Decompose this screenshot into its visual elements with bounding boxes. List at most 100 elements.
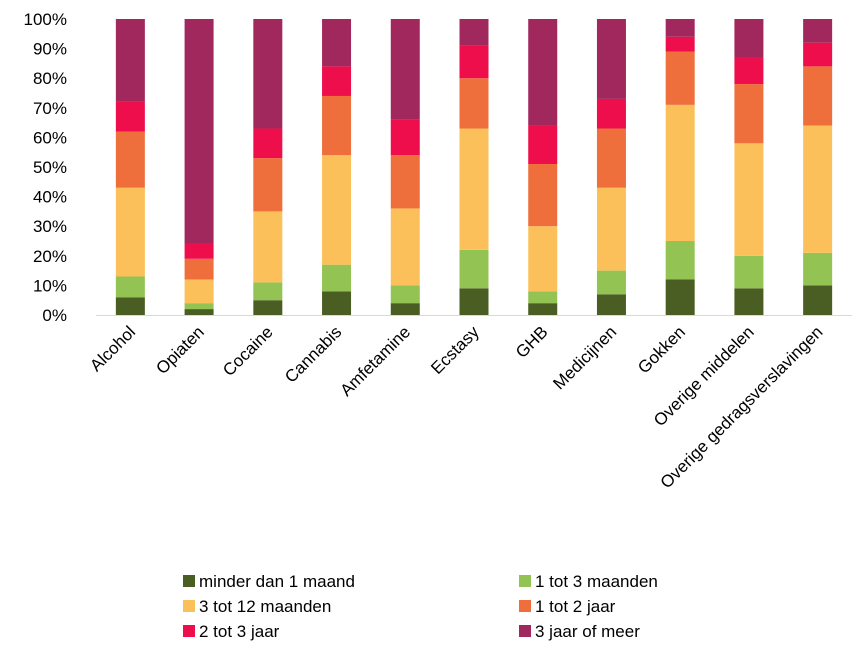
bar-segment [322,264,352,292]
bar-stack-8 [665,19,695,315]
bar-segment [734,57,764,85]
y-tick-label: 60% [33,128,67,147]
bar-stack-6 [528,19,558,315]
bar-segment [390,119,420,156]
y-tick-label: 40% [33,188,67,207]
x-tick-label: Gokken [634,322,689,377]
x-tick-label: Cannabis [281,322,345,386]
x-tick-label: Cocaine [219,322,277,380]
bar-segment [665,279,695,315]
plot-area [115,19,833,315]
bar-segment [390,285,420,304]
y-tick-label: 100% [24,10,67,29]
bar-segment [253,128,283,159]
bar-segment [253,282,283,301]
bar-segment [596,98,626,129]
bar-segment [803,285,833,315]
legend: minder dan 1 maand 1 tot 3 maanden 3 tot 1… [183,572,658,641]
bar-segment [459,19,489,46]
bar-segment [253,19,283,129]
y-tick-label: 50% [33,158,67,177]
bar-segment [528,291,558,304]
bar-segment [184,279,214,304]
legend-label: 3 tot 12 maanden [199,597,331,616]
x-tick-label: GHB [512,322,551,361]
bar-stack-1 [184,19,214,315]
bar-segment [596,19,626,99]
bar-segment [184,309,214,315]
bar-segment [115,276,145,298]
y-tick-label: 80% [33,69,67,88]
bar-segment [528,303,558,315]
bar-segment [390,155,420,209]
bar-segment [803,125,833,253]
y-tick-label: 30% [33,217,67,236]
x-tick-label: Alcohol [86,322,139,375]
bar-segment [322,19,352,67]
bar-segment [115,131,145,188]
bar-segment [528,226,558,292]
bar-stack-3 [322,19,352,315]
bar-segment [734,19,764,58]
bar-segment [665,19,695,37]
bar-segment [528,19,558,126]
legend-swatch [183,575,195,587]
bar-stack-2 [253,19,283,315]
y-tick-label: 20% [33,247,67,266]
bar-segment [390,19,420,120]
bar-segment [322,155,352,265]
bar-segment [322,66,352,96]
y-tick-label: 10% [33,276,67,295]
bar-stack-0 [115,19,145,315]
bar-segment [596,270,626,295]
legend-label: 1 tot 2 jaar [535,597,616,616]
bar-segment [803,42,833,67]
bar-segment [665,241,695,280]
bar-segment [115,187,145,277]
bar-segment [459,78,489,129]
legend-item: 2 tot 3 jaar [183,622,280,641]
bar-segment [253,211,283,283]
bar-segment [803,66,833,126]
legend-swatch [183,600,195,612]
bar-segment [596,187,626,271]
bar-segment [734,288,764,315]
bar-segment [665,51,695,105]
legend-swatch [519,600,531,612]
bar-segment [596,128,626,188]
bar-segment [734,255,764,289]
legend-item: 1 tot 2 jaar [519,597,616,616]
bar-segment [253,158,283,212]
bar-segment [115,101,145,132]
bar-segment [115,19,145,102]
bar-segment [390,303,420,315]
bar-segment [184,243,214,259]
bar-stack-4 [390,19,420,315]
bar-segment [322,291,352,315]
y-axis: 0% 10% 20% 30% 40% 50% 60% 70% 80% 90% 100% [24,10,67,325]
bar-segment [528,164,558,227]
bar-stack-9 [734,19,764,315]
bar-segment [184,303,214,310]
bar-segment [734,143,764,256]
bar-segment [596,294,626,315]
x-tick-label: Amfetamine [337,322,415,400]
x-tick-label: Opiaten [152,322,208,378]
legend-item: 1 tot 3 maanden [519,572,658,591]
legend-item: minder dan 1 maand [183,572,355,591]
y-tick-label: 70% [33,99,67,118]
bar-segment [184,258,214,280]
legend-item: 3 jaar of meer [519,622,640,641]
legend-label: 2 tot 3 jaar [199,622,280,641]
bar-segment [459,45,489,79]
bar-stack-10 [803,19,833,315]
bar-segment [459,288,489,315]
x-tick-label: Ecstasy [427,322,483,378]
y-tick-label: 90% [33,40,67,59]
legend-swatch [183,625,195,637]
bar-segment [665,36,695,52]
legend-item: 3 tot 12 maanden [183,597,331,616]
